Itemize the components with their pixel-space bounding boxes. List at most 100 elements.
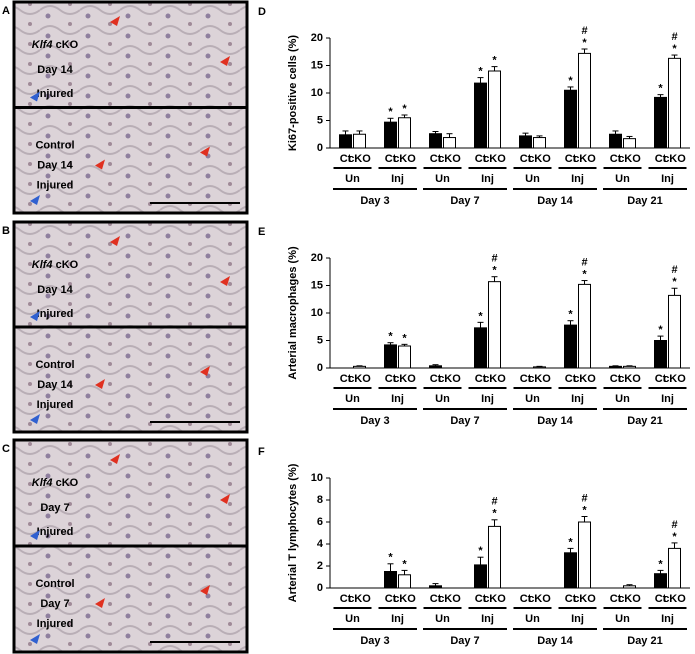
y-tick-label: 10 (311, 87, 323, 99)
significance-mark: * (658, 324, 663, 336)
significance-mark: * (388, 552, 393, 564)
arrowhead (220, 276, 230, 286)
error-bar (536, 135, 543, 138)
significance-mark: * (568, 75, 573, 87)
series-label: cKO (573, 153, 596, 165)
arrowhead (30, 634, 40, 644)
error-bar (491, 66, 498, 71)
significance-mark: # (491, 496, 497, 508)
category-label: Un (345, 393, 360, 405)
error-bar (626, 135, 633, 139)
category-label: Inj (661, 613, 674, 625)
series-label: cKO (663, 153, 686, 165)
error-bar (671, 542, 678, 549)
significance-mark: * (402, 558, 407, 570)
error-bar (401, 569, 408, 575)
error-bar (356, 365, 363, 367)
series-label: cKO (438, 593, 461, 605)
series-label: Ct (475, 373, 487, 385)
bar (654, 340, 667, 369)
y-tick-label: 15 (311, 279, 323, 291)
bar (533, 137, 546, 149)
category-label: Inj (391, 613, 404, 625)
significance-mark: * (582, 504, 587, 516)
group-label: Day 14 (537, 635, 573, 647)
arrowhead (200, 585, 210, 595)
error-bar (432, 131, 439, 134)
category-label: Inj (391, 173, 404, 185)
significance-mark: * (658, 83, 663, 95)
image-label: Klf4 cKO (32, 39, 79, 51)
bar (609, 133, 622, 149)
error-bar (581, 48, 588, 54)
y-tick-label: 10 (311, 472, 323, 484)
image-label: Day 14 (37, 379, 73, 391)
significance-mark: * (492, 265, 497, 277)
series-label: cKO (348, 373, 371, 385)
y-tick-label: 20 (311, 252, 323, 264)
significance-mark: # (671, 519, 677, 531)
series-label: Ct (565, 593, 577, 605)
series-label: cKO (618, 373, 641, 385)
series-label: Ct (565, 373, 577, 385)
arrowhead (110, 236, 120, 246)
arrowhead (110, 16, 120, 26)
series-label: Ct (520, 373, 532, 385)
significance-mark: * (402, 103, 407, 115)
bar (488, 281, 501, 369)
error-bar (387, 117, 394, 123)
bar (474, 82, 487, 149)
y-tick-label: 0 (317, 362, 323, 374)
category-label: Inj (481, 173, 494, 185)
series-label: Ct (520, 153, 532, 165)
image-label: Day 14 (37, 284, 73, 296)
significance-mark: * (568, 309, 573, 321)
image-label: Day 7 (40, 598, 69, 610)
bar (668, 547, 681, 589)
error-bar (491, 519, 498, 527)
image-label: Day 14 (37, 159, 73, 171)
category-label: Un (435, 393, 450, 405)
significance-mark: * (388, 331, 393, 343)
error-bar (567, 547, 574, 553)
bar (398, 117, 411, 149)
y-tick-label: 10 (311, 307, 323, 319)
series-label: Ct (430, 593, 442, 605)
group-label: Day 14 (537, 195, 573, 207)
bar (339, 134, 352, 149)
series-label: cKO (528, 593, 551, 605)
error-bar (626, 365, 633, 367)
error-bar (657, 569, 664, 574)
series-label: cKO (393, 153, 416, 165)
error-bar (522, 132, 529, 136)
bar (623, 138, 636, 149)
series-label: Ct (385, 373, 397, 385)
error-bar (401, 114, 408, 118)
error-bar (626, 584, 633, 586)
series-label: cKO (618, 153, 641, 165)
significance-mark: * (568, 536, 573, 548)
arrowhead (200, 146, 210, 157)
series-label: cKO (348, 153, 371, 165)
bar (474, 327, 487, 369)
image-label: Klf4 cKO (32, 477, 79, 489)
series-label: cKO (663, 373, 686, 385)
image-label: Control (35, 359, 74, 371)
bar (488, 525, 501, 589)
series-label: Ct (610, 593, 622, 605)
image-label: Day 7 (40, 502, 69, 514)
significance-mark: * (478, 66, 483, 78)
series-label: Ct (340, 153, 352, 165)
panel-letter: B (2, 225, 10, 237)
series-label: Ct (430, 153, 442, 165)
image-label: Injured (37, 399, 74, 411)
category-label: Un (435, 613, 450, 625)
category-label: Inj (661, 393, 674, 405)
category-label: Un (525, 393, 540, 405)
bar (398, 345, 411, 369)
series-label: cKO (393, 593, 416, 605)
category-label: Un (345, 173, 360, 185)
significance-mark: # (581, 256, 587, 268)
series-label: Ct (655, 373, 667, 385)
